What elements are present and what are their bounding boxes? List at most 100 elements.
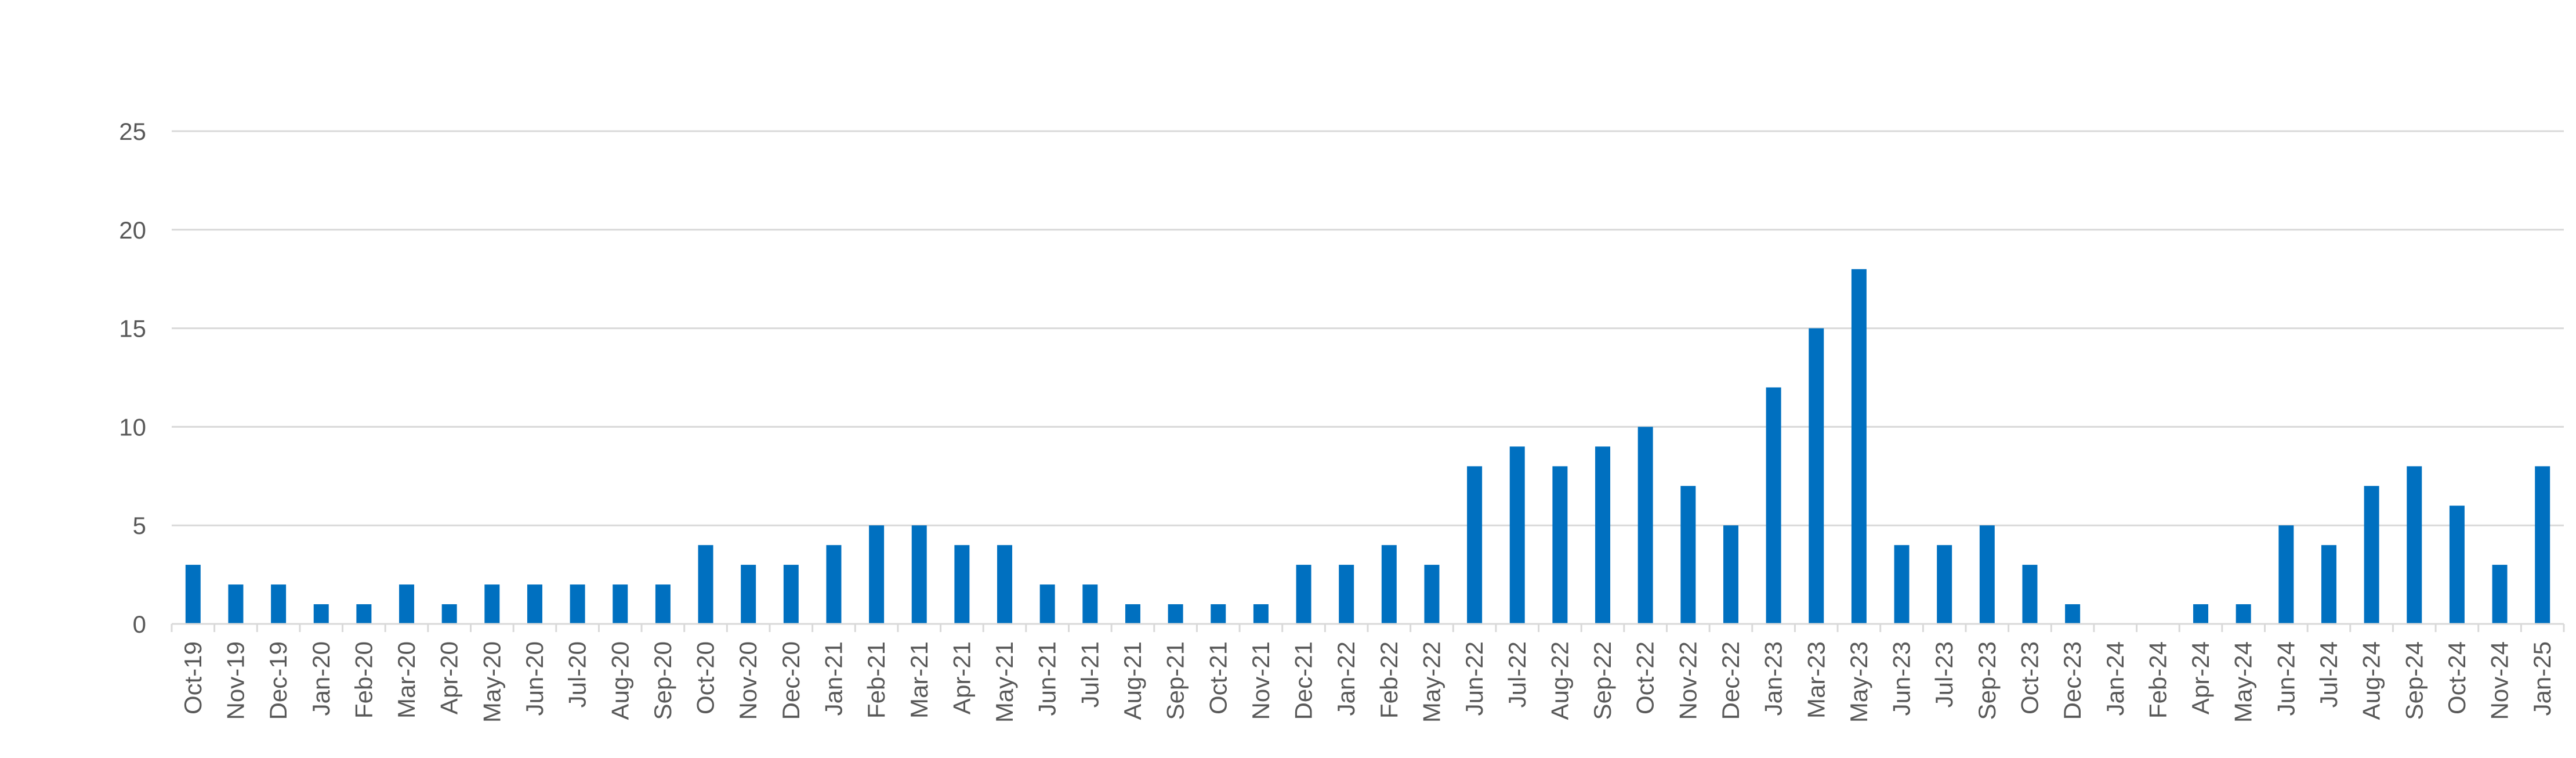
bar-Jun-24	[2278, 525, 2294, 624]
x-tick-label-Nov-24: Nov-24	[2486, 641, 2513, 720]
bar-Nov-20	[741, 565, 756, 624]
bar-May-21	[997, 545, 1013, 624]
bar-Sep-21	[1168, 604, 1183, 624]
x-tick-label-Oct-19: Oct-19	[179, 641, 206, 714]
x-tick-label-Feb-21: Feb-21	[863, 641, 890, 719]
x-tick-label-Jul-24: Jul-24	[2315, 641, 2342, 708]
bars	[185, 269, 2550, 625]
x-tick-label-Oct-22: Oct-22	[1632, 641, 1659, 714]
bar-Jul-22	[1509, 446, 1525, 624]
y-tick-label-25: 25	[119, 118, 146, 145]
x-tick-label-Jun-24: Jun-24	[2272, 641, 2299, 716]
bar-Jan-20	[313, 604, 329, 624]
x-tick-label-Sep-24: Sep-24	[2400, 641, 2428, 720]
x-tick-label-Jun-21: Jun-21	[1034, 641, 1061, 716]
bar-Dec-20	[783, 565, 799, 624]
bar-Jan-22	[1339, 565, 1354, 624]
y-tick-label-20: 20	[119, 216, 146, 244]
x-tick-label-Apr-24: Apr-24	[2187, 641, 2214, 714]
x-tick-label-Nov-20: Nov-20	[734, 641, 762, 720]
bar-Feb-22	[1381, 545, 1397, 624]
y-tick-label-15: 15	[119, 315, 146, 342]
bar-Mar-20	[399, 584, 415, 624]
bar-Sep-20	[655, 584, 671, 624]
x-tick-label-Sep-21: Sep-21	[1162, 641, 1189, 720]
bar-Sep-23	[1979, 525, 1995, 624]
bar-Mar-23	[1809, 328, 1824, 624]
x-tick-label-Jan-25: Jan-25	[2528, 641, 2556, 716]
x-tick-label-Mar-23: Mar-23	[1802, 641, 1829, 719]
x-tick-label-Jul-23: Jul-23	[1930, 641, 1958, 708]
x-tick-label-Jul-20: Jul-20	[564, 641, 591, 708]
x-tick-label-Aug-20: Aug-20	[606, 641, 633, 720]
bar-Aug-21	[1125, 604, 1140, 624]
bar-Aug-24	[2364, 486, 2379, 624]
y-axis-labels: 0 5 10 15 20 25	[119, 118, 146, 638]
bar-Oct-23	[2022, 565, 2038, 624]
bar-Jan-23	[1766, 387, 1781, 624]
x-tick-label-Nov-21: Nov-21	[1247, 641, 1274, 720]
x-tick-label-Sep-20: Sep-20	[649, 641, 676, 720]
bar-Oct-19	[185, 565, 201, 624]
x-tick-label-Dec-21: Dec-21	[1290, 641, 1317, 720]
y-tick-label-0: 0	[133, 611, 146, 638]
bar-Jun-22	[1467, 466, 1483, 624]
bar-Oct-24	[2449, 506, 2465, 624]
bar-Jul-21	[1082, 584, 1098, 624]
x-tick-label-Oct-24: Oct-24	[2443, 641, 2470, 714]
x-tick-label-Dec-23: Dec-23	[2059, 641, 2086, 720]
x-tick-label-Aug-24: Aug-24	[2358, 641, 2385, 720]
bar-Jul-23	[1937, 545, 1952, 624]
bar-Jan-21	[826, 545, 842, 624]
x-tick-label-Feb-20: Feb-20	[350, 641, 377, 719]
bar-Nov-21	[1253, 604, 1269, 624]
y-tick-label-5: 5	[133, 512, 146, 539]
bar-Apr-20	[441, 604, 457, 624]
bar-Jun-20	[527, 584, 542, 624]
bar-May-22	[1424, 565, 1440, 624]
x-tick-label-Nov-19: Nov-19	[222, 641, 249, 720]
bar-Oct-22	[1637, 427, 1653, 624]
x-tick-label-Feb-24: Feb-24	[2144, 641, 2171, 719]
bar-Jun-23	[1894, 545, 1910, 624]
bar-Jan-25	[2535, 466, 2550, 624]
bar-Nov-19	[228, 584, 244, 624]
bar-Oct-20	[698, 545, 713, 624]
x-tick-label-Mar-21: Mar-21	[905, 641, 933, 719]
bar-Feb-20	[356, 604, 372, 624]
x-tick-label-Jun-20: Jun-20	[521, 641, 548, 716]
x-tick-label-May-21: May-21	[991, 641, 1018, 723]
x-tick-label-May-24: May-24	[2230, 641, 2257, 723]
x-tick-label-Jan-24: Jan-24	[2102, 641, 2129, 716]
bar-Dec-22	[1723, 525, 1738, 624]
bar-May-24	[2236, 604, 2251, 624]
bar-Dec-21	[1296, 565, 1311, 624]
bar-May-20	[484, 584, 500, 624]
bar-Dec-19	[271, 584, 287, 624]
x-tick-label-Feb-22: Feb-22	[1375, 641, 1403, 719]
x-tick-label-Oct-23: Oct-23	[2016, 641, 2043, 714]
x-tick-label-Jun-22: Jun-22	[1461, 641, 1488, 716]
bar-Apr-24	[2193, 604, 2209, 624]
x-tick-label-Jul-22: Jul-22	[1503, 641, 1531, 708]
y-tick-label-10: 10	[119, 413, 146, 441]
x-tick-label-May-22: May-22	[1418, 641, 1445, 723]
x-tick-label-Dec-19: Dec-19	[265, 641, 292, 720]
x-tick-label-Jan-23: Jan-23	[1760, 641, 1787, 716]
bar-Jun-21	[1039, 584, 1055, 624]
bar-Mar-21	[911, 525, 927, 624]
x-tick-label-Apr-20: Apr-20	[436, 641, 463, 714]
x-axis-labels: Oct-19 Nov-19 Dec-19 Jan-20 Feb-20 Mar-20 Apr-…	[179, 641, 2556, 723]
bar-May-23	[1851, 269, 1867, 625]
x-tick-label-May-20: May-20	[478, 641, 505, 723]
x-tick-label-Sep-23: Sep-23	[1973, 641, 2001, 720]
x-tick-label-Oct-21: Oct-21	[1204, 641, 1231, 714]
x-tick-label-Dec-20: Dec-20	[777, 641, 805, 720]
x-tick-label-Jul-21: Jul-21	[1076, 641, 1103, 708]
x-tick-label-Mar-20: Mar-20	[393, 641, 420, 719]
bar-Jul-24	[2321, 545, 2336, 624]
bar-Aug-20	[613, 584, 628, 624]
x-tick-label-Nov-22: Nov-22	[1674, 641, 1701, 720]
x-tick-label-May-23: May-23	[1845, 641, 1872, 723]
